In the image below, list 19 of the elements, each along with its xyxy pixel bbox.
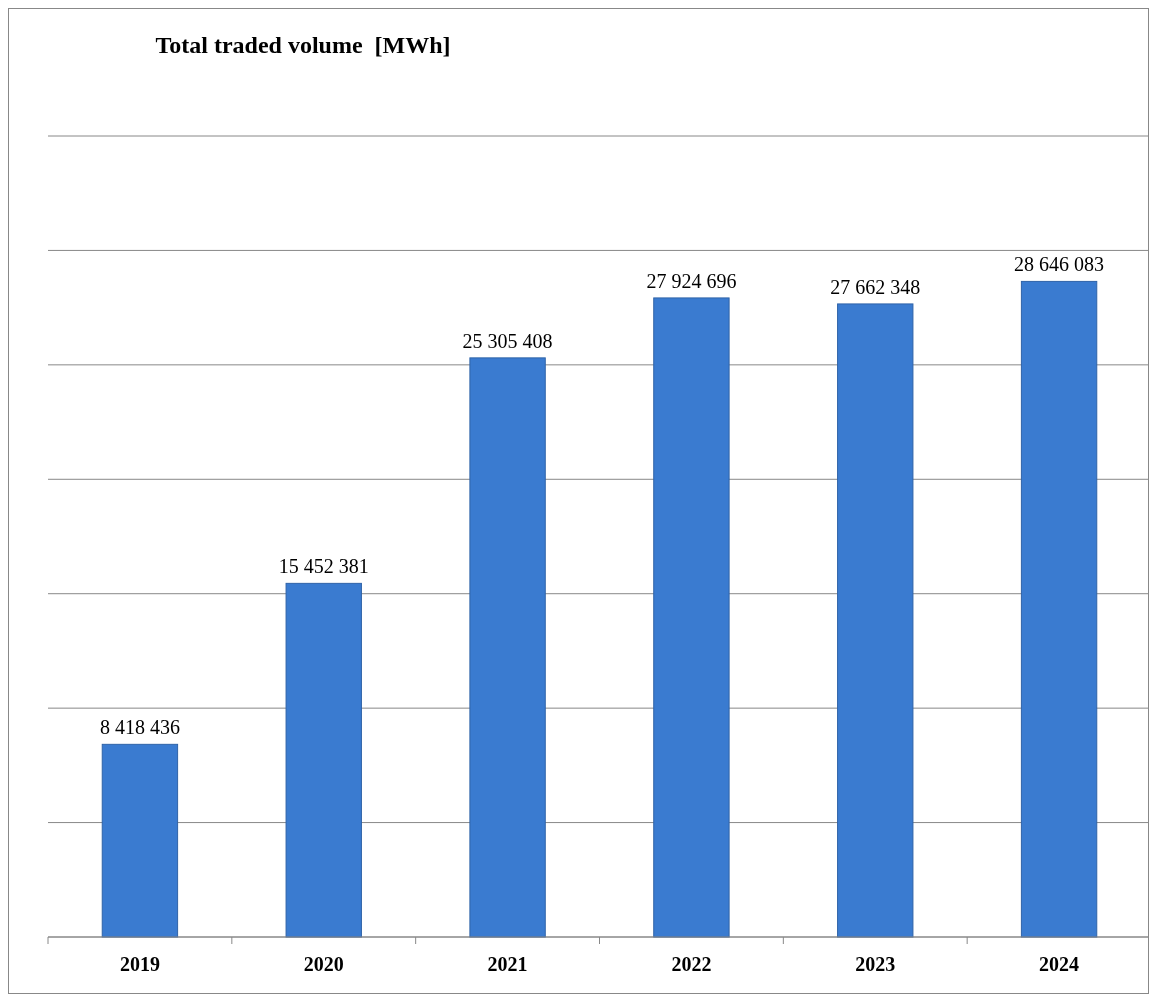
- x-tick-label: 2022: [671, 953, 712, 975]
- x-tick-label: 2023: [855, 953, 896, 975]
- chart-title: Total traded volume [MWh]: [155, 32, 451, 58]
- x-tick-label: 2019: [119, 953, 160, 975]
- bar: [1020, 280, 1098, 938]
- data-label: 27 662 348: [830, 275, 921, 298]
- bar: [469, 357, 546, 938]
- bar: [285, 582, 362, 938]
- data-label: 8 418 436: [99, 716, 180, 739]
- data-label: 28 646 083: [1014, 253, 1105, 276]
- data-label: 15 452 381: [278, 555, 369, 578]
- bar: [837, 303, 914, 938]
- bar: [653, 297, 730, 938]
- x-tick-label: 2021: [487, 953, 528, 975]
- data-label: 27 924 696: [646, 269, 737, 292]
- x-tick-label: 2020: [303, 953, 344, 975]
- data-label: 25 305 408: [462, 329, 553, 352]
- bar: [101, 743, 179, 938]
- x-tick-label: 2024: [1039, 953, 1080, 975]
